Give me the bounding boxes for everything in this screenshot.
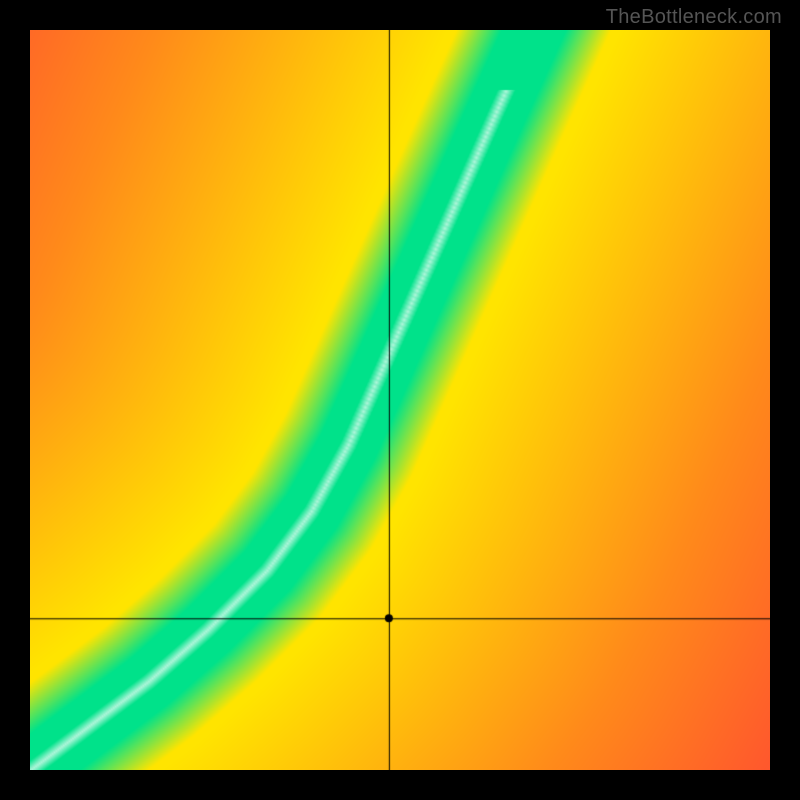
watermark-text: TheBottleneck.com (606, 6, 782, 29)
plot-area (30, 30, 770, 770)
chart-container: TheBottleneck.com (0, 0, 800, 800)
heatmap-canvas (30, 30, 770, 770)
